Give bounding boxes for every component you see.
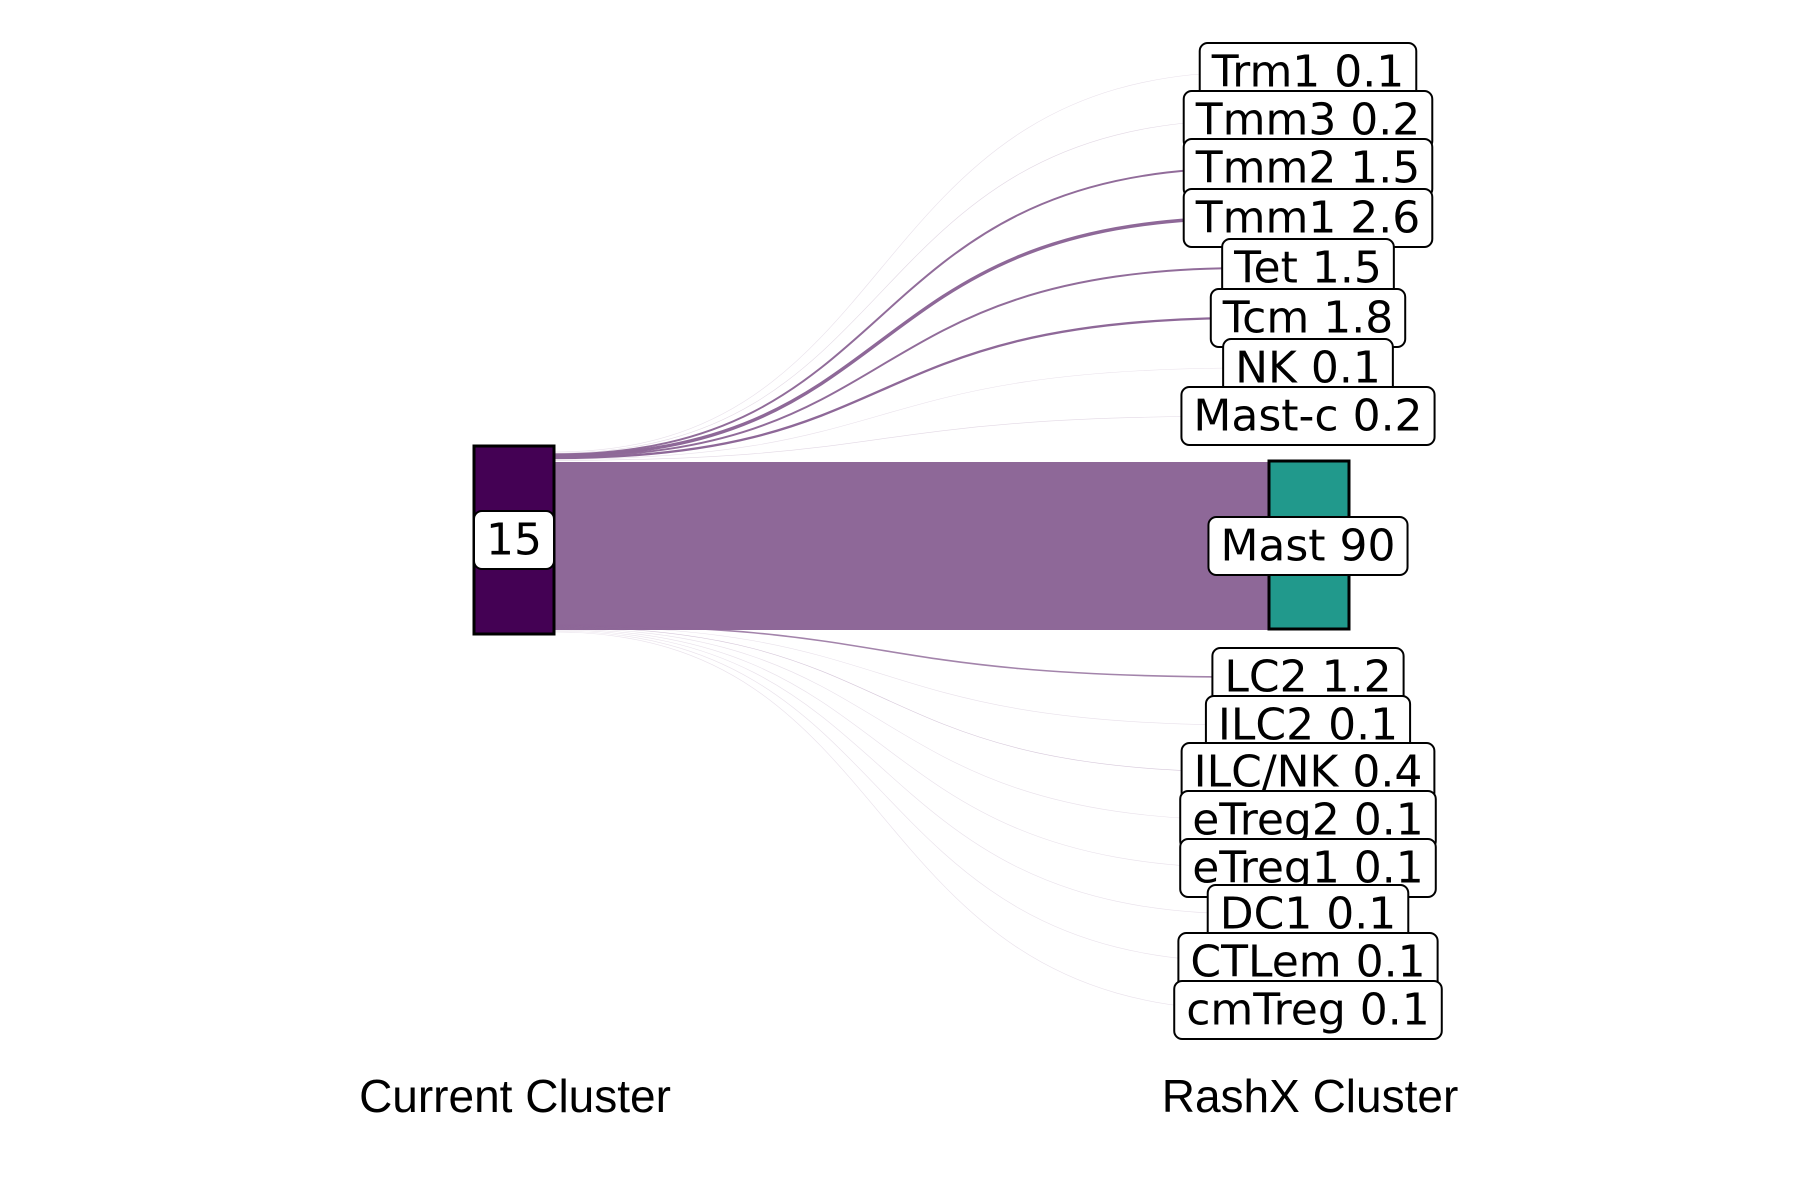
flow-tet <box>553 267 1249 458</box>
flow-ilc-nk <box>553 626 1249 773</box>
label-mast-c: Mast-c 0.2 <box>1180 386 1436 446</box>
label-ctlem-text: CTLem 0.1 <box>1190 937 1425 988</box>
label-cmtreg-box <box>1173 980 1443 1040</box>
label-source-15-box <box>473 510 555 570</box>
label-tet: Tet 1.5 <box>1221 238 1395 298</box>
label-mast-text: Mast 90 <box>1220 521 1395 572</box>
flow-cmtreg <box>553 631 1249 1011</box>
label-tmm1-text: Tmm1 2.6 <box>1195 193 1421 244</box>
flow-etreg1 <box>553 628 1249 869</box>
label-nk: NK 0.1 <box>1222 338 1394 398</box>
flow-tmm3 <box>553 119 1249 454</box>
label-mast-c-text: Mast-c 0.2 <box>1193 391 1422 442</box>
flow-nk <box>553 367 1249 460</box>
flow-ctlem <box>553 630 1249 963</box>
label-trm1-text: Trm1 0.1 <box>1211 47 1405 98</box>
label-dc1-text: DC1 0.1 <box>1220 889 1397 940</box>
label-dc1: DC1 0.1 <box>1206 884 1410 944</box>
flow-etreg2 <box>553 627 1249 821</box>
label-tmm2-text: Tmm2 1.5 <box>1195 143 1421 194</box>
label-nk-text: NK 0.1 <box>1235 343 1381 394</box>
label-etreg2: eTreg2 0.1 <box>1179 790 1437 850</box>
label-lc2: LC2 1.2 <box>1211 647 1405 707</box>
flow-lc2 <box>553 624 1249 678</box>
label-tmm1: Tmm1 2.6 <box>1182 188 1434 248</box>
flow-ilc2 <box>553 625 1249 726</box>
label-tmm3: Tmm3 0.2 <box>1182 90 1434 150</box>
label-cmtreg: cmTreg 0.1 <box>1173 980 1443 1040</box>
label-lc2-text: LC2 1.2 <box>1224 652 1391 703</box>
flow-band-mast <box>554 462 1269 630</box>
flow-tmm1 <box>553 216 1249 458</box>
label-mast-c-box <box>1180 386 1436 446</box>
label-etreg2-text: eTreg2 0.1 <box>1192 795 1424 846</box>
label-tcm-text: Tcm 1.8 <box>1222 293 1393 344</box>
flow-tcm <box>553 316 1249 460</box>
label-tcm: Tcm 1.8 <box>1209 288 1407 348</box>
flow-tmm2 <box>553 167 1249 456</box>
axis-label-rashx-cluster: RashX Cluster <box>1162 1070 1459 1122</box>
flow-dc1 <box>553 629 1249 915</box>
label-tet-text: Tet 1.5 <box>1233 243 1382 294</box>
flows-layer <box>553 71 1269 1011</box>
label-mast: Mast 90 <box>1207 516 1409 576</box>
label-ilc-nk-text: ILC/NK 0.4 <box>1194 747 1423 798</box>
label-source-15: 15 <box>473 510 555 570</box>
label-trm1: Trm1 0.1 <box>1198 42 1418 102</box>
label-mast-box <box>1207 516 1409 576</box>
label-tmm2: Tmm2 1.5 <box>1182 138 1434 198</box>
label-cmtreg-text: cmTreg 0.1 <box>1186 985 1430 1036</box>
flow-trm1 <box>553 71 1249 453</box>
axis-label-current-cluster: Current Cluster <box>359 1070 671 1122</box>
label-tmm3-text: Tmm3 0.2 <box>1195 95 1421 146</box>
label-source-15-text: 15 <box>486 515 542 566</box>
flow-mast-c <box>553 415 1249 461</box>
label-ctlem: CTLem 0.1 <box>1177 932 1439 992</box>
